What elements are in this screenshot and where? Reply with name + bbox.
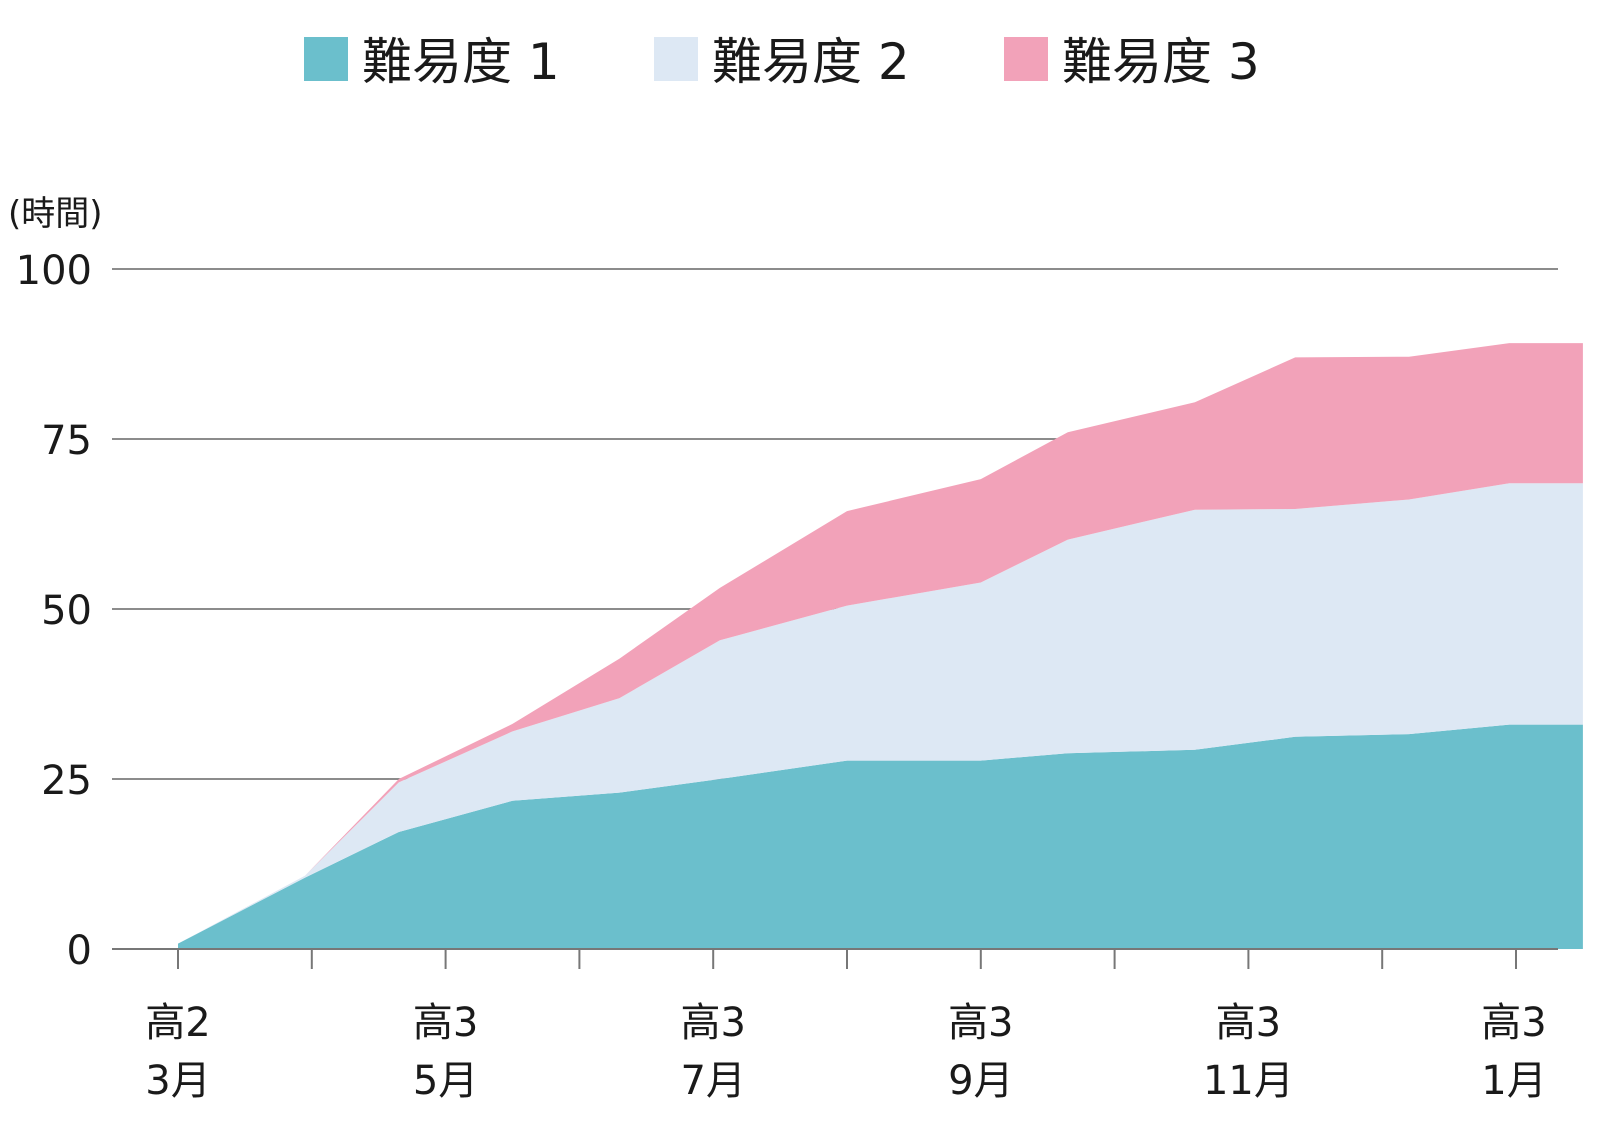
- legend-swatch-1: [304, 37, 348, 81]
- y-tick-label-100: 100: [16, 248, 92, 294]
- legend-label-2: 難易度 2: [712, 33, 910, 91]
- y-axis-ticks: 0 25 50 75 100: [16, 248, 92, 974]
- y-axis-unit-label: (時間): [8, 194, 103, 234]
- legend-label-3: 難易度 3: [1062, 33, 1260, 91]
- x-tick-label-line1: 高3: [680, 1000, 745, 1046]
- y-tick-label-0: 0: [67, 928, 92, 974]
- area-series-1: [178, 724, 1583, 949]
- x-tick-label-line1: 高3: [948, 1000, 1013, 1046]
- x-tick-label-line1: 高3: [1216, 1000, 1281, 1046]
- x-tick-label-line1: 高3: [413, 1000, 478, 1046]
- legend-swatch-2: [654, 37, 698, 81]
- x-axis: [112, 948, 1558, 969]
- x-tick-label-line2: 9月: [948, 1058, 1013, 1104]
- x-axis-ticks: 高2 3月 高3 5月 高3 7月 高3 9月 高3 11月 高3 1月: [145, 1000, 1546, 1104]
- x-tick-label-line2: 1月: [1481, 1058, 1546, 1104]
- area-series-2: [178, 483, 1583, 944]
- x-tick-label-line1: 高2: [145, 1000, 210, 1046]
- x-tick-label-line2: 5月: [413, 1058, 478, 1104]
- x-tick-label-line2: 11月: [1203, 1058, 1294, 1104]
- y-tick-label-25: 25: [41, 758, 92, 804]
- legend-label-1: 難易度 1: [362, 33, 560, 91]
- x-tick-label-line1: 高3: [1481, 1000, 1546, 1046]
- area-series: [178, 343, 1583, 949]
- legend-swatch-3: [1004, 37, 1048, 81]
- y-tick-label-50: 50: [41, 588, 92, 634]
- legend: 難易度 1 難易度 2 難易度 3: [304, 33, 1260, 91]
- x-tick-label-line2: 3月: [145, 1058, 210, 1104]
- x-tick-label-line2: 7月: [680, 1058, 745, 1104]
- y-tick-label-75: 75: [41, 418, 92, 464]
- area-series-3: [178, 343, 1583, 944]
